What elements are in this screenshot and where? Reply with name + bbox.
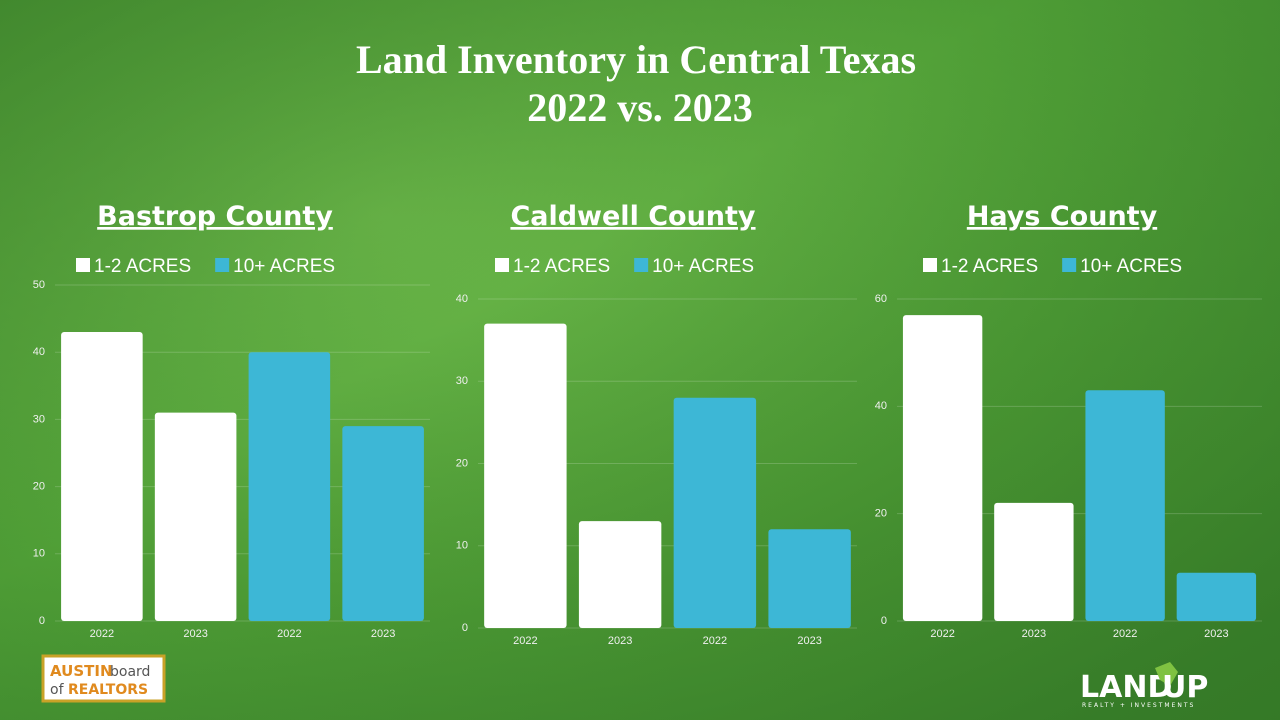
logo-text: REALTORS bbox=[68, 682, 148, 698]
legend-swatch bbox=[1062, 258, 1077, 272]
bar bbox=[61, 332, 143, 621]
bar bbox=[342, 426, 424, 621]
legend-label: 1-2 ACRES bbox=[941, 256, 1038, 277]
y-tick-label: 0 bbox=[881, 615, 887, 627]
chart-title: Caldwell County bbox=[510, 201, 755, 232]
logo-text: UP bbox=[1162, 670, 1208, 705]
logo-text: REALTY + INVESTMENTS bbox=[1082, 702, 1195, 709]
texas-icon bbox=[1155, 662, 1178, 686]
logo-box bbox=[41, 654, 166, 703]
x-tick-label: 2023 bbox=[183, 628, 207, 640]
legend-label: 10+ ACRES bbox=[652, 256, 754, 277]
chart-title: Bastrop County bbox=[97, 201, 333, 232]
logo-text: LAND bbox=[1080, 670, 1172, 705]
legend-label: 1-2 ACRES bbox=[513, 256, 610, 277]
austin-logo: AUSTIN board of REALTORS bbox=[41, 654, 166, 703]
bar bbox=[1176, 572, 1257, 621]
bar bbox=[578, 521, 662, 628]
landup-logo: LAND UP REALTY + INVESTMENTS bbox=[1080, 662, 1208, 709]
y-tick-label: 30 bbox=[456, 375, 468, 387]
bar bbox=[248, 352, 331, 621]
bar bbox=[484, 323, 567, 628]
x-tick-label: 2022 bbox=[513, 635, 537, 647]
y-tick-label: 10 bbox=[456, 540, 468, 552]
logo-text: AUSTIN bbox=[50, 662, 113, 680]
y-tick-label: 20 bbox=[456, 457, 468, 469]
bar bbox=[768, 529, 851, 628]
x-tick-label: 2022 bbox=[90, 628, 114, 640]
y-tick-label: 30 bbox=[33, 413, 45, 425]
x-tick-label: 2022 bbox=[930, 628, 954, 640]
legend-swatch bbox=[495, 258, 509, 272]
x-tick-label: 2023 bbox=[1204, 628, 1228, 640]
legend-swatch bbox=[634, 258, 649, 272]
y-tick-label: 20 bbox=[875, 508, 887, 520]
bar bbox=[902, 315, 983, 621]
x-tick-label: 2023 bbox=[1022, 628, 1046, 640]
y-tick-label: 60 bbox=[875, 293, 887, 305]
legend-label: 1-2 ACRES bbox=[94, 256, 191, 277]
legend-label: 10+ ACRES bbox=[1080, 256, 1182, 277]
x-tick-label: 2023 bbox=[608, 635, 632, 647]
legend-swatch bbox=[76, 258, 90, 272]
legend-swatch bbox=[215, 258, 230, 272]
chart-title: Hays County bbox=[967, 201, 1158, 232]
bar bbox=[154, 412, 237, 621]
y-tick-label: 10 bbox=[33, 548, 45, 560]
title-line: 2022 vs. 2023 bbox=[527, 85, 753, 130]
logo-text: board bbox=[110, 664, 150, 680]
legend-swatch bbox=[923, 258, 937, 272]
x-tick-label: 2022 bbox=[277, 628, 301, 640]
bar bbox=[994, 502, 1074, 621]
y-tick-label: 0 bbox=[39, 615, 45, 627]
y-tick-label: 40 bbox=[875, 400, 887, 412]
title-line: Land Inventory in Central Texas bbox=[356, 37, 916, 82]
x-tick-label: 2022 bbox=[703, 635, 727, 647]
legend-label: 10+ ACRES bbox=[233, 256, 335, 277]
y-tick-label: 40 bbox=[456, 293, 468, 305]
y-tick-label: 0 bbox=[462, 622, 468, 634]
bar bbox=[673, 397, 757, 628]
x-tick-label: 2023 bbox=[797, 635, 821, 647]
x-tick-label: 2022 bbox=[1113, 628, 1137, 640]
y-tick-label: 40 bbox=[33, 346, 45, 358]
logo-text: of bbox=[50, 682, 65, 698]
x-tick-label: 2023 bbox=[371, 628, 395, 640]
y-tick-label: 20 bbox=[33, 481, 45, 493]
bar bbox=[1085, 390, 1165, 621]
y-tick-label: 50 bbox=[33, 279, 45, 291]
